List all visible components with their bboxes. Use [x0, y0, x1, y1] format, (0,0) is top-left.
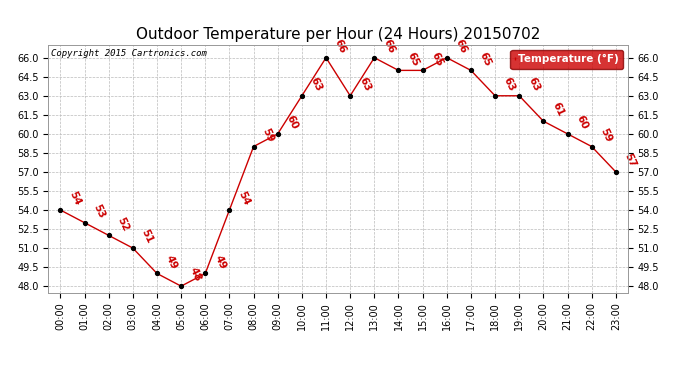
- Text: 66: 66: [382, 38, 397, 55]
- Text: 61: 61: [551, 101, 566, 118]
- Text: 48: 48: [188, 266, 204, 284]
- Legend: Temperature (°F): Temperature (°F): [511, 50, 622, 69]
- Text: 52: 52: [116, 215, 131, 232]
- Text: 63: 63: [502, 76, 518, 93]
- Text: 49: 49: [164, 254, 179, 271]
- Text: 49: 49: [213, 254, 228, 271]
- Text: 63: 63: [526, 76, 542, 93]
- Text: Copyright 2015 Cartronics.com: Copyright 2015 Cartronics.com: [51, 49, 207, 58]
- Text: 59: 59: [599, 126, 614, 144]
- Text: 65: 65: [406, 50, 421, 68]
- Text: 63: 63: [357, 76, 373, 93]
- Text: 65: 65: [430, 50, 445, 68]
- Text: 66: 66: [454, 38, 469, 55]
- Text: 60: 60: [285, 114, 300, 131]
- Text: 66: 66: [333, 38, 348, 55]
- Text: 51: 51: [140, 228, 155, 245]
- Text: 54: 54: [237, 190, 252, 207]
- Text: 54: 54: [68, 190, 83, 207]
- Text: 57: 57: [623, 152, 638, 169]
- Text: 60: 60: [575, 114, 590, 131]
- Text: 59: 59: [261, 126, 276, 144]
- Title: Outdoor Temperature per Hour (24 Hours) 20150702: Outdoor Temperature per Hour (24 Hours) …: [136, 27, 540, 42]
- Text: 65: 65: [478, 50, 493, 68]
- Text: 63: 63: [309, 76, 324, 93]
- Text: 53: 53: [92, 202, 107, 220]
